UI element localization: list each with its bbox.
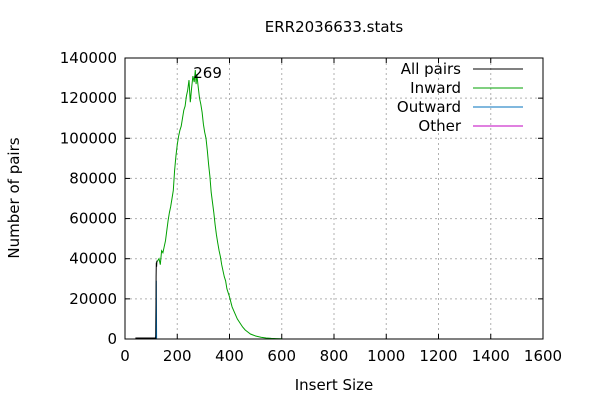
peak-annotation: 269 <box>193 64 222 82</box>
legend-label-all-pairs: All pairs <box>401 60 461 78</box>
chart-title: ERR2036633.stats <box>265 18 404 36</box>
x-tick-label: 200 <box>163 347 192 365</box>
series-group <box>135 69 282 340</box>
x-tick-label: 1000 <box>367 347 405 365</box>
x-axis-label: Insert Size <box>295 376 374 394</box>
x-tick-label: 800 <box>320 347 349 365</box>
series-line-inward <box>155 69 282 340</box>
legend-label-other: Other <box>418 117 461 135</box>
plot-frame <box>124 57 544 340</box>
series-line-all-pairs <box>135 260 158 339</box>
legend-label-outward: Outward <box>397 98 461 116</box>
y-tick-label: 140000 <box>60 49 117 67</box>
x-tick-label: 1200 <box>419 347 457 365</box>
y-tick-label: 20000 <box>69 290 117 308</box>
x-tick-label: 600 <box>267 347 296 365</box>
grid-lines <box>125 58 543 339</box>
x-tick-label: 1400 <box>472 347 510 365</box>
y-tick-label: 40000 <box>69 250 117 268</box>
y-tick-label: 120000 <box>60 89 117 107</box>
axis-ticks: 0 200 400 600 800 1000 1200 1400 1600 0 20000 40000… <box>60 49 562 365</box>
x-tick-label: 400 <box>215 347 244 365</box>
y-tick-label: 0 <box>107 330 117 348</box>
y-tick-label: 80000 <box>69 169 117 187</box>
y-tick-label: 60000 <box>69 210 117 228</box>
legend-label-inward: Inward <box>410 79 461 97</box>
y-axis-label: Number of pairs <box>5 137 23 258</box>
x-tick-label: 1600 <box>524 347 562 365</box>
y-tick-label: 100000 <box>60 129 117 147</box>
x-tick-label: 0 <box>120 347 130 365</box>
